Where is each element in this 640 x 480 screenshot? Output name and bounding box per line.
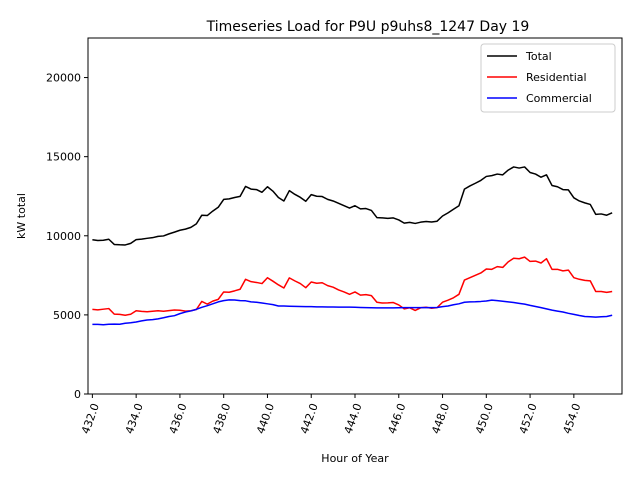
series-line-total	[92, 166, 613, 246]
legend-label-residential: Residential	[526, 71, 587, 84]
x-axis-label: Hour of Year	[321, 452, 389, 465]
legend-label-total: Total	[525, 50, 552, 63]
y-tick-label: 5000	[53, 309, 81, 322]
y-tick-label: 10000	[46, 230, 81, 243]
legend-label-commercial: Commercial	[526, 92, 592, 105]
y-tick-label: 15000	[46, 151, 81, 164]
y-axis-label: kW total	[15, 193, 28, 239]
chart-title: Timeseries Load for P9U p9uhs8_1247 Day …	[206, 19, 530, 35]
y-tick-label: 0	[74, 388, 81, 401]
legend: Total Residential Commercial	[480, 43, 616, 113]
series-line-residential	[92, 256, 613, 316]
y-tick-label: 20000	[46, 72, 81, 85]
y-axis: 0 5000 10000 15000 20000	[46, 72, 88, 401]
legend-box	[480, 43, 616, 113]
series-layer	[92, 166, 613, 326]
series-line-commercial	[92, 299, 613, 326]
